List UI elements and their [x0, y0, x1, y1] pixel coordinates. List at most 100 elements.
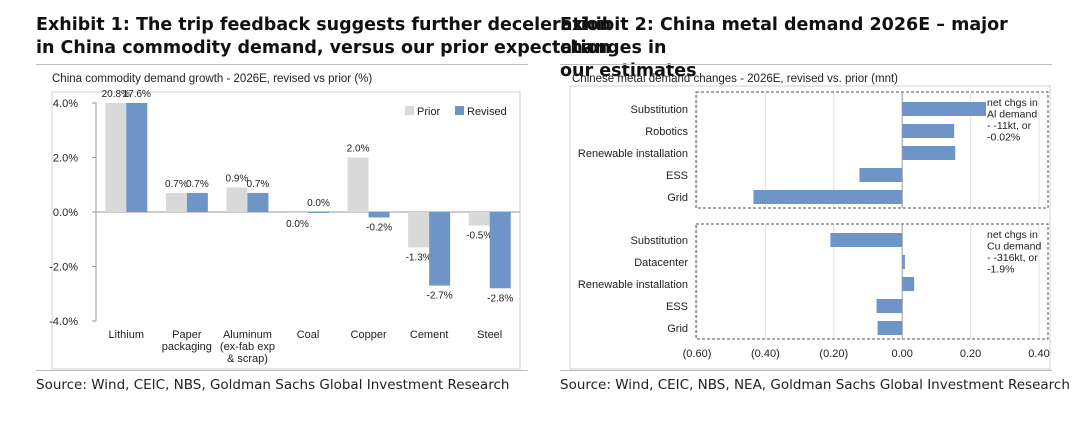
- exhibit2-title: Exhibit 2: China metal demand 2026E – ma…: [560, 14, 1080, 83]
- chart2-bar: [877, 321, 903, 335]
- chart1-bar-prior: [105, 103, 127, 212]
- chart2-annotation: net chgs in: [987, 229, 1038, 241]
- chart1-data-label: -0.2%: [366, 222, 392, 233]
- chart2-svg: Substitution Robotics Renewable installati…: [569, 85, 1051, 370]
- chart1-x-tick-label: (ex-fab exp: [220, 341, 275, 353]
- chart1-bar-prior: [408, 212, 430, 248]
- chart1-x-tick-label: Copper: [351, 329, 387, 341]
- exhibit1-source: Source: Wind, CEIC, NBS, Goldman Sachs G…: [36, 377, 510, 393]
- chart1-bar-prior: [287, 212, 308, 213]
- chart2-annotation: Al demand: [987, 109, 1037, 121]
- chart2-annotation: net chgs in: [987, 97, 1038, 109]
- chart1-bar-revised: [186, 192, 208, 212]
- chart1-bar-prior: [468, 212, 490, 226]
- chart2-bar: [830, 233, 903, 247]
- exhibit2-title-line2: our estimates: [560, 61, 697, 81]
- chart1-y-tick-label: 0.0%: [53, 207, 78, 219]
- chart1-x-tick-label: Lithium: [109, 329, 144, 341]
- chart2-bar: [902, 124, 955, 138]
- chart1-data-label: -1.3%: [406, 252, 432, 263]
- chart2-x-tick-label: 0.20: [960, 348, 981, 360]
- chart1-bar-prior: [226, 187, 248, 212]
- chart2-x-tick-label: (0.20): [819, 348, 848, 360]
- chart2-category-label: Datacenter: [634, 257, 688, 269]
- chart1-x-tick-label: Paper: [172, 329, 202, 341]
- chart1-frame: [51, 91, 521, 370]
- chart1-x-tick-label: Aluminum: [223, 329, 272, 341]
- exhibit1-bottom-rule: [36, 370, 528, 371]
- chart1-data-label: -2.7%: [427, 291, 453, 302]
- chart2-category-label: Grid: [667, 192, 688, 204]
- chart1-y-tick-label: -4.0%: [49, 316, 78, 328]
- chart1-x-tick-label: & scrap): [227, 353, 268, 365]
- chart2-annotation: -1.9%: [987, 264, 1014, 276]
- chart2-bar: [753, 190, 903, 204]
- chart1-data-label: 2.0%: [347, 144, 370, 155]
- chart2-panel-border: [695, 91, 1049, 209]
- chart2-category-label: ESS: [666, 170, 688, 182]
- chart1-bar-revised: [126, 103, 148, 212]
- chart2-panel-border: [695, 223, 1049, 340]
- chart2-category-label: Robotics: [645, 126, 688, 138]
- chart2-category-label: Grid: [667, 323, 688, 335]
- chart2-frame: [569, 85, 1051, 370]
- chart2-category-label: Substitution: [631, 104, 688, 116]
- chart1-data-label: 20.8%: [102, 89, 130, 100]
- chart2-bar: [902, 255, 905, 269]
- chart1-data-label: -2.8%: [487, 293, 513, 304]
- chart2-bar: [902, 146, 956, 160]
- chart1-legend-swatch: [405, 106, 414, 115]
- chart2-bar: [902, 102, 986, 116]
- chart1-data-label: 0.0%: [286, 219, 309, 230]
- chart1-bar-revised: [489, 212, 511, 289]
- chart1-bar-revised: [308, 212, 329, 213]
- chart2-bar: [902, 277, 915, 291]
- chart1-x-tick-label: Coal: [297, 329, 320, 341]
- chart1-data-label: 0.0%: [307, 198, 330, 209]
- chart2-bar: [876, 299, 903, 313]
- chart2-x-tick-label: (0.40): [751, 348, 780, 360]
- exhibit1-top-rule: [36, 64, 528, 65]
- exhibit2-bottom-rule: [560, 370, 1052, 371]
- chart1-bar-revised: [429, 212, 451, 286]
- chart2-title: Chinese metal demand changes - 2026E, re…: [572, 73, 898, 85]
- chart2-x-tick-label: 0.00: [891, 348, 912, 360]
- chart1-bar-revised: [247, 192, 269, 212]
- chart2-x-tick-label: (0.60): [683, 348, 712, 360]
- chart2-annotation: -0.02%: [987, 132, 1020, 144]
- chart1-data-label: 17.6%: [123, 89, 151, 100]
- chart1-y-tick-label: 4.0%: [53, 98, 78, 110]
- chart1-x-tick-label: packaging: [162, 341, 212, 353]
- chart1-data-label: 0.9%: [226, 173, 249, 184]
- chart1-legend-label: Prior: [417, 106, 441, 118]
- chart1-y-tick-label: 2.0%: [53, 153, 78, 165]
- chart1-data-label: 0.7%: [165, 179, 188, 190]
- exhibit2-title-line1: Exhibit 2: China metal demand 2026E – ma…: [560, 15, 1008, 58]
- exhibit1-title: Exhibit 1: The trip feedback suggests fu…: [36, 14, 611, 60]
- chart1-svg: 4.0% 2.0% 0.0% -2.0% -4.0% 20.8%17.6% Lithium 0…: [49, 89, 521, 370]
- chart1-x-tick-label: Cement: [410, 329, 449, 341]
- chart2-annotation: - -11kt, or: [987, 120, 1032, 132]
- exhibit2-top-rule: [560, 64, 1052, 65]
- chart1-data-label: 0.7%: [247, 179, 270, 190]
- exhibit1-title-line2: in China commodity demand, versus our pr…: [36, 38, 611, 58]
- exhibit2-source: Source: Wind, CEIC, NBS, NEA, Goldman Sa…: [560, 377, 1070, 393]
- chart1-legend-label: Revised: [467, 106, 507, 118]
- chart1-title: China commodity demand growth - 2026E, r…: [52, 73, 373, 85]
- chart2-x-tick-label: 0.40: [1028, 348, 1049, 360]
- chart1-legend-swatch: [455, 106, 464, 115]
- chart1-bar-prior: [165, 192, 187, 212]
- chart1-x-tick-label: Steel: [477, 329, 502, 341]
- exhibit1-title-line1: Exhibit 1: The trip feedback suggests fu…: [36, 15, 612, 35]
- chart1-y-tick-label: -2.0%: [49, 262, 78, 274]
- chart1-bar-revised: [368, 212, 390, 218]
- chart2-category-label: Substitution: [631, 235, 688, 247]
- chart1-bar-prior: [347, 157, 369, 212]
- chart1-data-label: -0.5%: [466, 231, 492, 242]
- chart2-annotation: Cu demand: [987, 241, 1041, 253]
- chart2-bar: [859, 168, 903, 182]
- chart2-annotation: - -316kt, or: [987, 252, 1038, 264]
- chart2-category-label: ESS: [666, 301, 688, 313]
- chart2-category-label: Renewable installation: [578, 279, 688, 291]
- chart2-category-label: Renewable installation: [578, 148, 688, 160]
